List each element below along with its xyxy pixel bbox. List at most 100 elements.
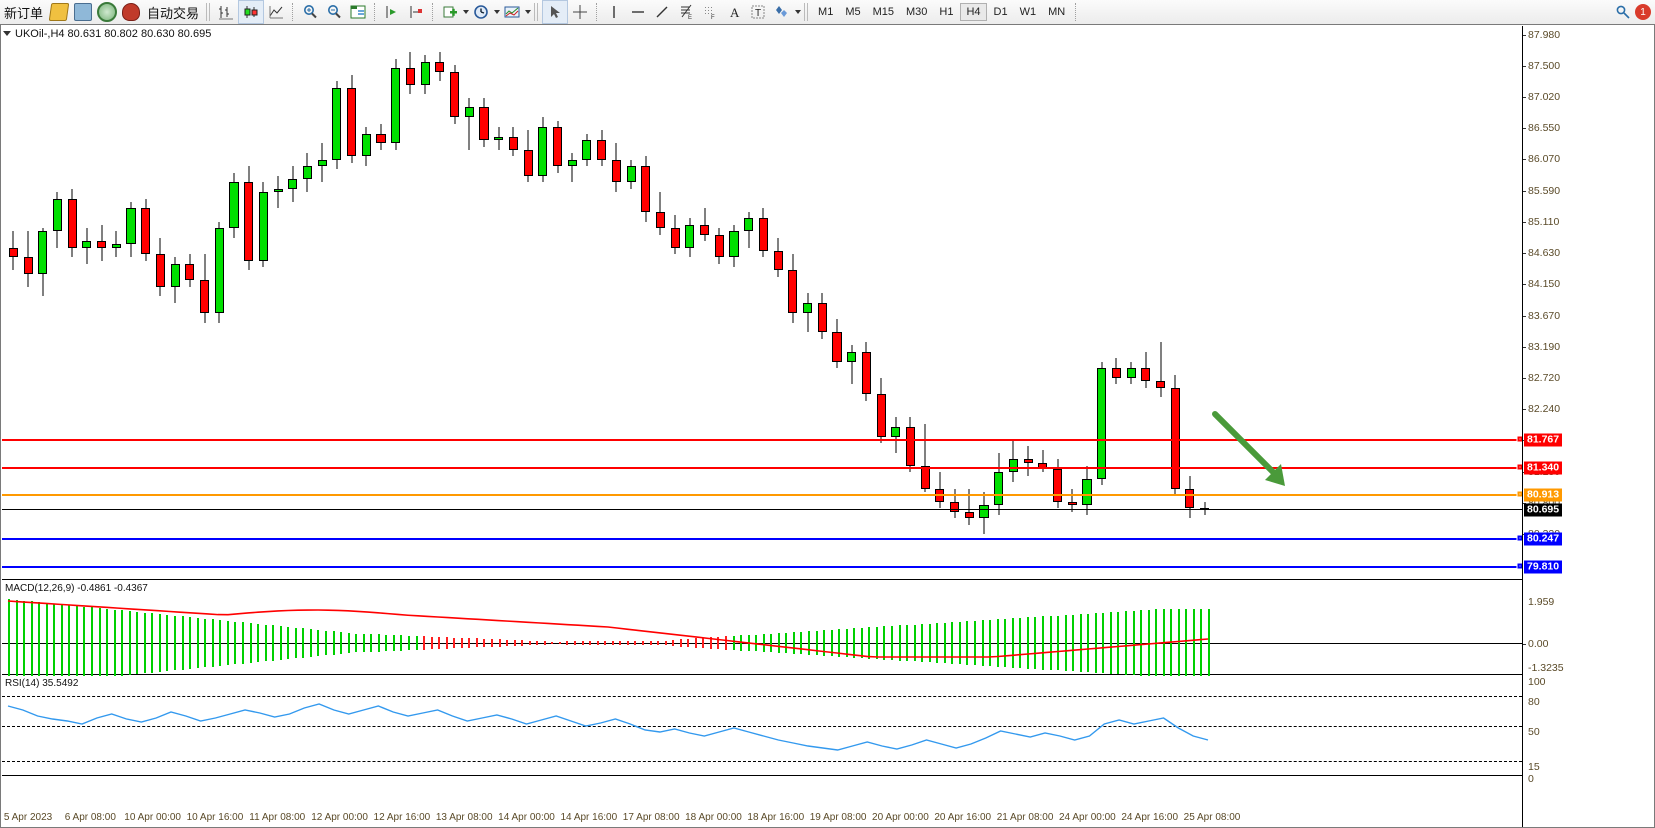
toolbar-grip-3[interactable]: [804, 3, 810, 21]
level-line-support-upper[interactable]: [2, 537, 1522, 540]
tf-m1[interactable]: M1: [818, 6, 834, 18]
auto-trading-button[interactable]: 自动交易: [147, 5, 200, 21]
tf-mn[interactable]: MN: [1048, 6, 1066, 18]
macd-histogram-bar: [302, 628, 305, 658]
templates-dropdown-icon[interactable]: [525, 10, 532, 14]
grid-icon[interactable]: [346, 1, 370, 23]
macd-histogram-bar: [1041, 616, 1044, 670]
price-tag-support-upper[interactable]: 80.247: [1524, 532, 1563, 546]
macd-histogram-bar: [679, 639, 682, 647]
trendline-icon[interactable]: [650, 1, 674, 23]
period-dropdown-icon[interactable]: [494, 10, 501, 14]
price-tick: 84.150: [1522, 278, 1561, 291]
expert-advisor-icon[interactable]: [119, 1, 143, 23]
shapes-icon[interactable]: [770, 1, 794, 23]
add-indicator-icon[interactable]: [438, 1, 462, 23]
level-line-resistance-upper[interactable]: [2, 438, 1522, 441]
shift-end-icon[interactable]: [404, 1, 428, 23]
candlestick-chart-icon[interactable]: [238, 0, 265, 24]
macd-histogram-bar: [415, 635, 418, 650]
price-tag-resistance-upper[interactable]: 81.767: [1524, 433, 1563, 447]
folder-icon[interactable]: [47, 1, 71, 23]
fibo-grid-icon[interactable]: F: [698, 1, 722, 23]
tf-m30[interactable]: M30: [906, 6, 928, 18]
data-window-icon[interactable]: [71, 1, 95, 23]
macd-pane[interactable]: MACD(12,26,9) -0.4861 -0.4367: [2, 581, 1522, 687]
macd-histogram-bar: [875, 626, 878, 660]
rsi-pane[interactable]: RSI(14) 35.5492: [2, 676, 1522, 776]
shapes-dropdown-icon[interactable]: [795, 10, 802, 14]
rsi-level-80: [2, 696, 1522, 697]
toolbar-grip[interactable]: [206, 3, 212, 21]
add-indicator-dropdown-icon[interactable]: [463, 10, 470, 14]
candle-body: [420, 61, 430, 85]
candle-body: [1067, 501, 1077, 506]
templates-icon[interactable]: [500, 1, 524, 23]
price-tag-pivot[interactable]: 80.913: [1524, 488, 1563, 502]
svg-text:T: T: [755, 8, 761, 19]
macd-histogram-bar: [136, 611, 139, 675]
macd-histogram-bar: [1087, 613, 1090, 673]
shift-start-icon[interactable]: [380, 1, 404, 23]
macd-histogram-bar: [279, 626, 282, 660]
new-order-button[interactable]: 新订单: [4, 5, 44, 21]
line-chart-icon[interactable]: [264, 1, 288, 23]
price-tick: 86.550: [1522, 122, 1561, 135]
price-tick: 83.190: [1522, 341, 1561, 354]
macd-histogram-bar: [1147, 609, 1150, 677]
rsi-tick: 0: [1528, 773, 1534, 785]
macd-histogram-bar: [174, 615, 177, 671]
candle-body: [126, 208, 136, 245]
candle-body: [729, 231, 739, 258]
text-label-icon[interactable]: T: [746, 1, 770, 23]
price-pane[interactable]: [2, 26, 1524, 580]
candlestick: [1170, 26, 1180, 580]
zoom-out-icon[interactable]: [322, 1, 346, 23]
price-tag-support-lower[interactable]: 79.810: [1524, 560, 1563, 574]
svg-text:E: E: [688, 15, 692, 20]
macd-histogram-bar: [264, 624, 267, 662]
period-clock-icon[interactable]: [469, 1, 493, 23]
tf-w1[interactable]: W1: [1019, 6, 1037, 18]
text-icon[interactable]: A: [722, 1, 746, 23]
tf-d1[interactable]: D1: [993, 6, 1008, 18]
macd-histogram-bar: [1170, 609, 1173, 677]
macd-histogram-bar: [53, 603, 56, 683]
time-axis[interactable]: 5 Apr 2023 6 Apr 08:00 10 Apr 00:00 10 Apr …: [2, 810, 1522, 826]
candle-body: [361, 133, 371, 157]
level-line-resistance-lower[interactable]: [2, 466, 1522, 469]
time-label: 20 Apr 16:00: [934, 812, 992, 823]
crosshair-icon[interactable]: [568, 1, 592, 23]
macd-histogram-bar: [196, 617, 199, 669]
candlestick: [170, 26, 180, 580]
search-icon[interactable]: [1611, 1, 1635, 23]
toolbar-grip-2[interactable]: [534, 3, 540, 21]
fibonacci-icon[interactable]: E: [674, 1, 698, 23]
candle-body: [405, 68, 415, 85]
macd-histogram-bar: [989, 619, 992, 667]
horizontal-line-icon[interactable]: [626, 1, 650, 23]
cursor-icon[interactable]: [542, 0, 569, 24]
level-line-support-lower[interactable]: [2, 566, 1522, 569]
price-tag-current-price[interactable]: 80.695: [1524, 503, 1563, 517]
level-line-current-price[interactable]: [2, 508, 1522, 510]
green-down-arrow[interactable]: [1207, 406, 1297, 496]
candlestick: [950, 26, 960, 580]
tf-h1[interactable]: H1: [939, 6, 954, 18]
tf-m5[interactable]: M5: [845, 6, 861, 18]
candlestick: [1097, 26, 1107, 580]
navigator-icon[interactable]: [95, 1, 119, 23]
zoom-in-icon[interactable]: [298, 1, 322, 23]
tf-h4[interactable]: H4: [960, 3, 987, 21]
vertical-line-icon[interactable]: [602, 1, 626, 23]
collapse-icon[interactable]: [3, 31, 11, 36]
candle-body: [905, 426, 916, 466]
level-line-pivot[interactable]: [2, 494, 1522, 497]
price-axis[interactable]: 87.980 87.500 87.020 86.550 86.070 85.590 85.1…: [1522, 26, 1654, 827]
price-tag-resistance-lower[interactable]: 81.340: [1524, 461, 1563, 475]
macd-histogram-bar: [491, 639, 494, 647]
bar-chart-icon[interactable]: [214, 1, 238, 23]
candle-body: [626, 166, 636, 183]
alert-badge[interactable]: 1: [1635, 4, 1651, 20]
tf-m15[interactable]: M15: [872, 6, 894, 18]
